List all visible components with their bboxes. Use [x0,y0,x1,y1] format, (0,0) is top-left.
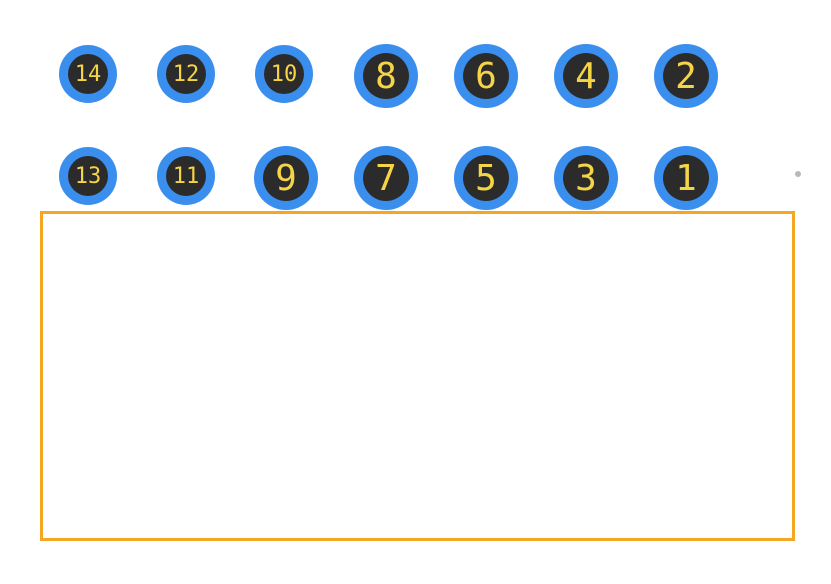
pin-label: 13 [75,164,102,189]
pin-9-hole: 9 [263,155,309,201]
pin-label: 2 [675,56,697,97]
pin-13-hole: 13 [68,156,108,196]
component-outline [40,211,795,541]
pin-label: 9 [275,158,297,199]
pin-5-hole: 5 [463,155,509,201]
pin-label: 12 [173,62,200,87]
pin-label: 5 [475,158,497,199]
pin-2-hole: 2 [663,53,709,99]
pin-label: 7 [375,158,397,199]
pin1-marker [795,171,801,177]
pin-label: 6 [475,56,497,97]
pin-label: 1 [675,158,697,199]
pin-label: 10 [271,62,298,87]
pin-1-hole: 1 [663,155,709,201]
pin-6-hole: 6 [463,53,509,99]
pcb-footprint-diagram: 14 12 10 8 6 4 2 13 11 9 7 5 3 1 [0,0,831,584]
pin-14-hole: 14 [68,54,108,94]
pin-label: 8 [375,56,397,97]
pin-3-hole: 3 [563,155,609,201]
pin-label: 3 [575,158,597,199]
pin-label: 11 [173,164,200,189]
pin-11-hole: 11 [166,156,206,196]
pin-8-hole: 8 [363,53,409,99]
pin-12-hole: 12 [166,54,206,94]
pin-label: 14 [75,62,102,87]
pin-label: 4 [575,56,597,97]
pin-7-hole: 7 [363,155,409,201]
pin-4-hole: 4 [563,53,609,99]
pin-10-hole: 10 [264,54,304,94]
